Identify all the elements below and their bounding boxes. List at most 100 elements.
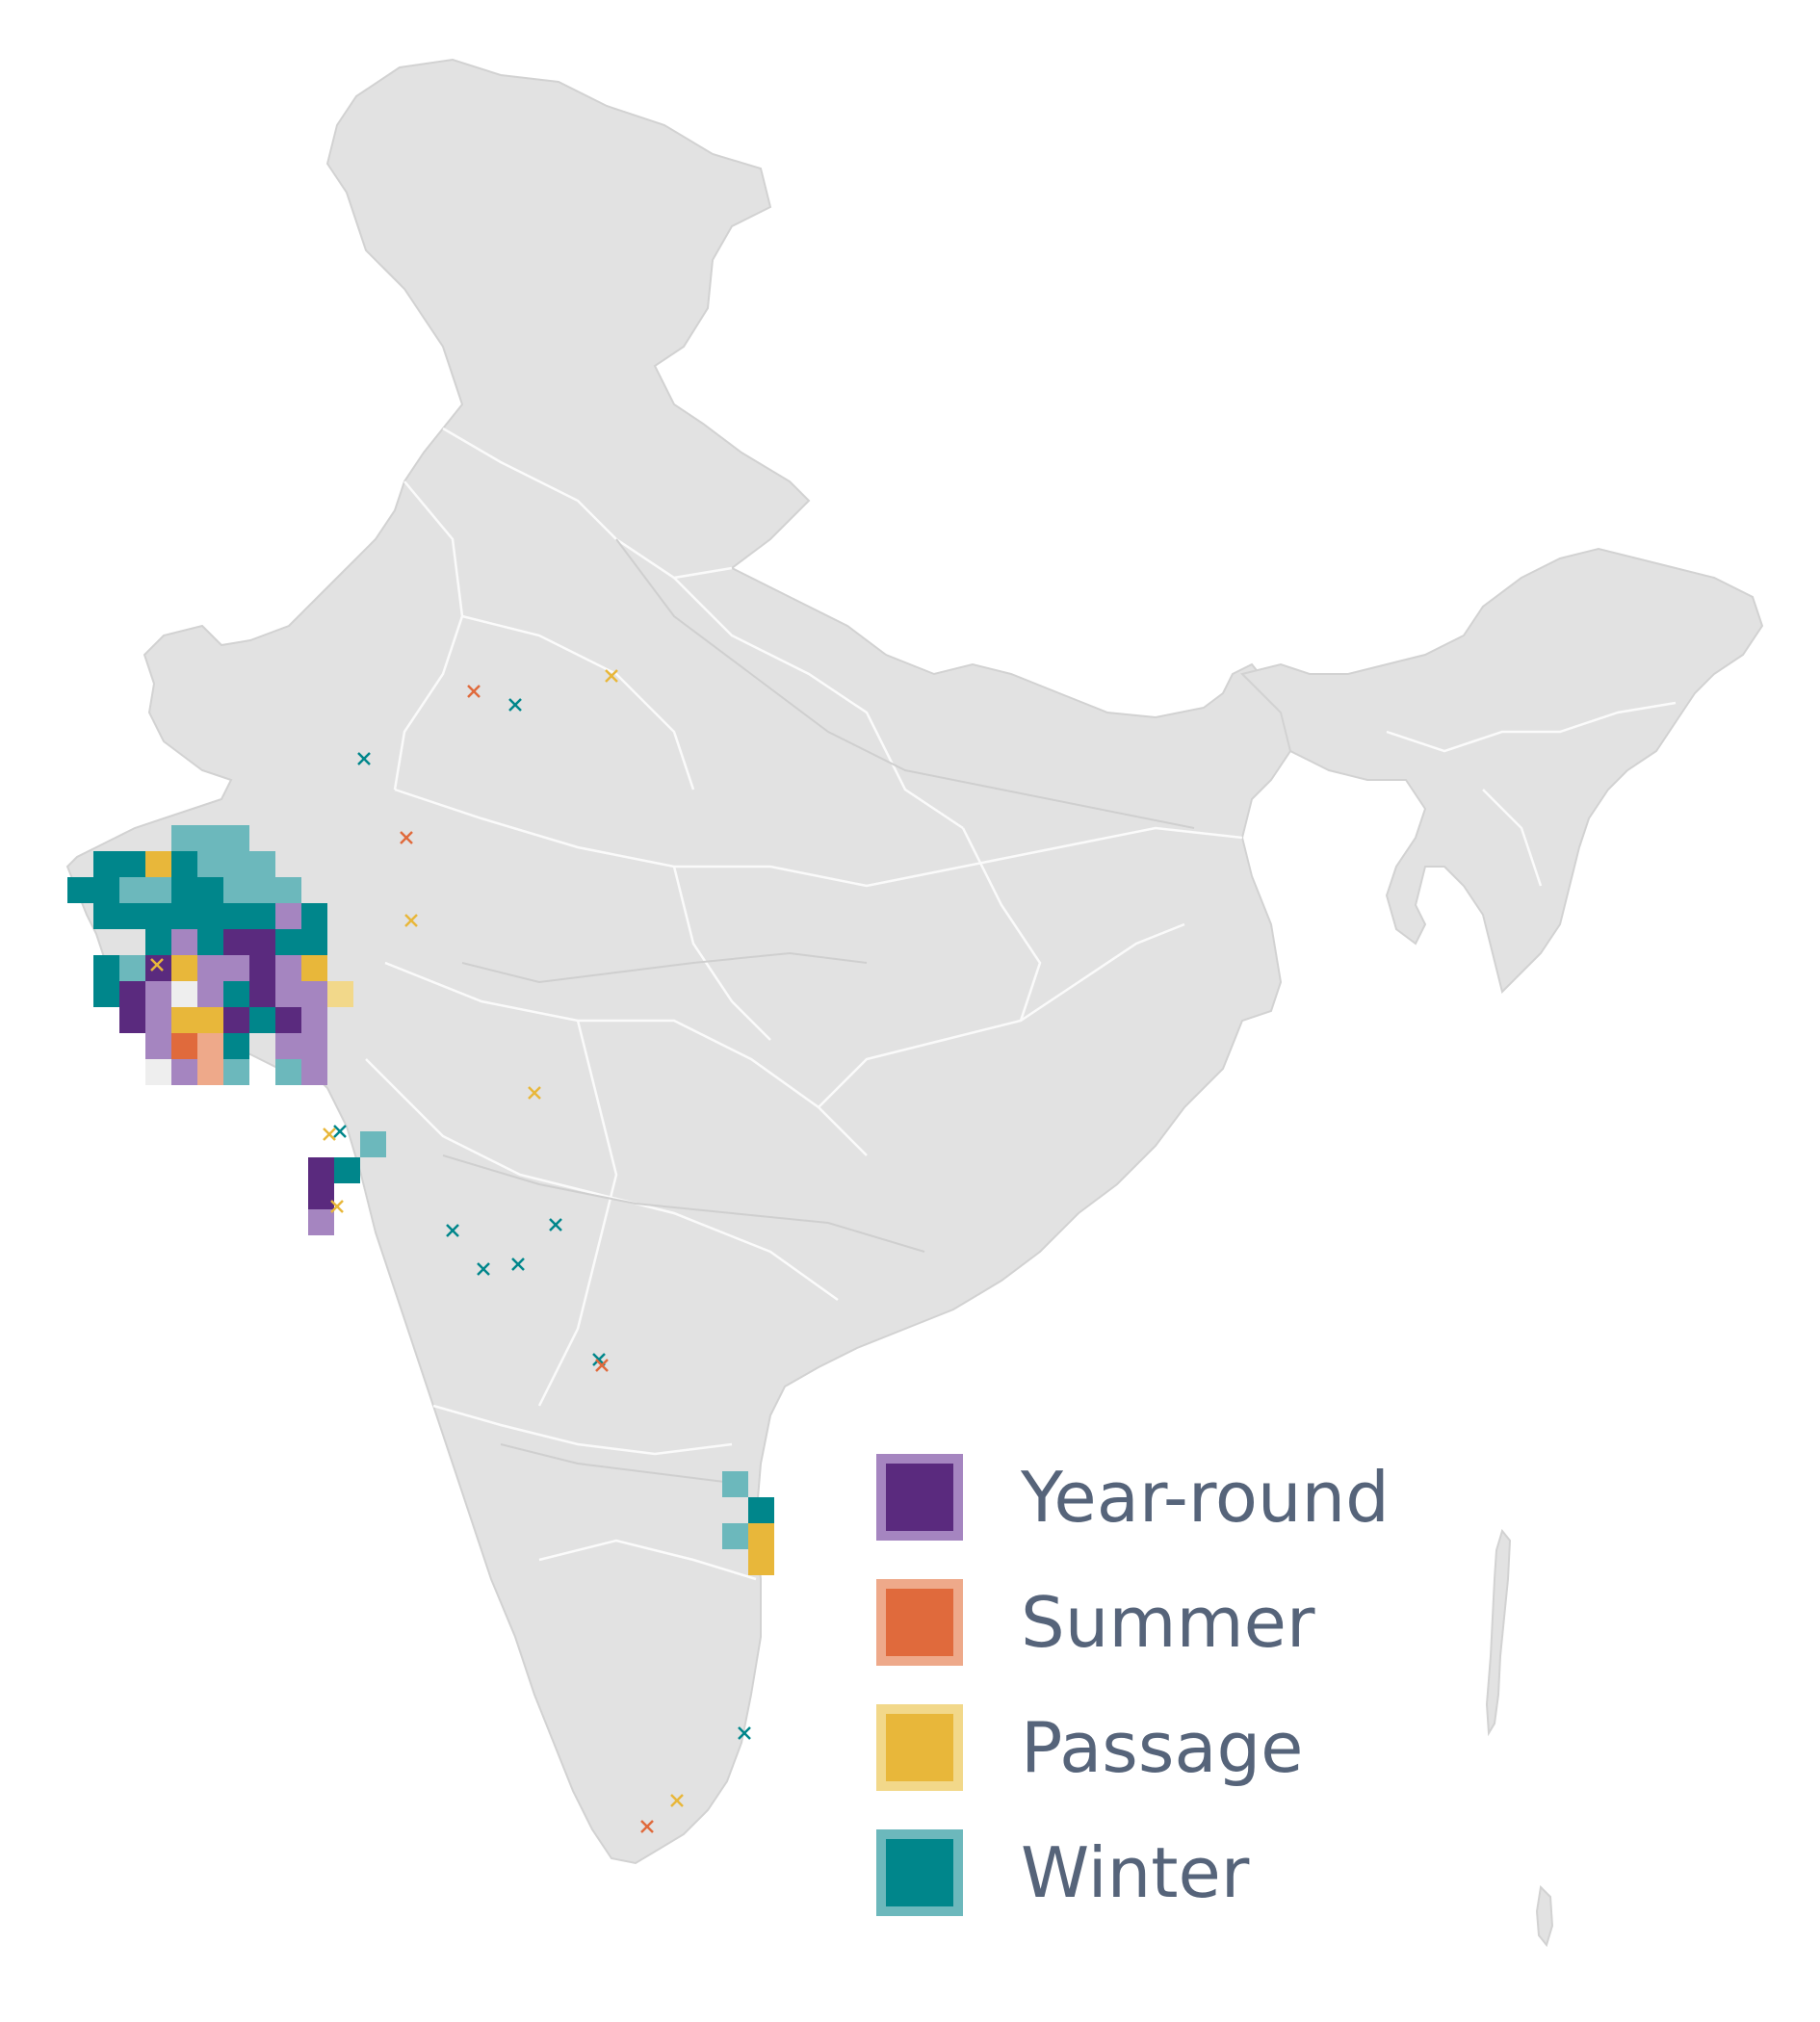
grid-cell xyxy=(171,851,197,877)
grid-cell xyxy=(301,981,327,1007)
grid-cell xyxy=(249,1007,275,1033)
grid-cell xyxy=(197,825,223,851)
grid-cell xyxy=(197,929,223,955)
grid-cell xyxy=(119,851,145,877)
grid-cell xyxy=(145,981,171,1007)
legend-swatch-passage xyxy=(876,1704,963,1791)
grid-cell xyxy=(301,1007,327,1033)
grid-cell xyxy=(308,1183,334,1209)
sighting-marker xyxy=(467,685,481,698)
state-borders xyxy=(365,427,1677,1581)
andaman-islands xyxy=(1485,1528,1512,1737)
sighting-marker xyxy=(738,1726,751,1740)
grid-cell xyxy=(275,1059,301,1085)
map-legend: Year-round Summer Passage Winter xyxy=(876,1454,1550,1955)
legend-item-passage: Passage xyxy=(876,1704,1550,1801)
sighting-marker xyxy=(508,698,522,712)
sighting-marker xyxy=(333,1125,347,1138)
grid-cell xyxy=(223,955,249,981)
grid-cell xyxy=(119,955,145,981)
sighting-marker xyxy=(477,1262,490,1276)
legend-item-year-round: Year-round xyxy=(876,1454,1550,1550)
sighting-marker xyxy=(511,1257,525,1271)
grid-cell xyxy=(223,825,249,851)
grid-cell xyxy=(722,1523,748,1549)
grid-cell xyxy=(275,903,301,929)
grid-cell xyxy=(145,929,171,955)
grid-cell xyxy=(171,825,197,851)
grid-cell xyxy=(327,981,353,1007)
grid-cell xyxy=(171,877,197,903)
northeast-india xyxy=(1240,547,1764,994)
grid-cell xyxy=(223,1059,249,1085)
legend-label-year-round: Year-round xyxy=(1021,1457,1390,1538)
grid-cell xyxy=(171,955,197,981)
grid-cell xyxy=(145,851,171,877)
grid-cell xyxy=(197,903,223,929)
grid-cell xyxy=(197,1007,223,1033)
grid-cell xyxy=(275,955,301,981)
grid-cell xyxy=(249,877,275,903)
grid-cell xyxy=(145,1007,171,1033)
grid-cell xyxy=(145,1059,171,1085)
grid-cell xyxy=(301,929,327,955)
grid-cell xyxy=(145,877,171,903)
grid-cell xyxy=(197,851,223,877)
grid-cell xyxy=(308,1209,334,1235)
grid-cell xyxy=(748,1549,774,1575)
grid-cell xyxy=(67,877,93,903)
grid-cell xyxy=(748,1497,774,1523)
grid-cell xyxy=(275,877,301,903)
grid-cell xyxy=(93,903,119,929)
grid-cell xyxy=(249,955,275,981)
grid-cell xyxy=(171,1033,197,1059)
grid-cell xyxy=(301,955,327,981)
sighting-marker xyxy=(404,914,418,927)
grid-cell xyxy=(197,1059,223,1085)
grid-cell xyxy=(93,877,119,903)
grid-cell xyxy=(334,1157,360,1183)
sighting-marker xyxy=(595,1359,609,1372)
legend-swatch-summer xyxy=(876,1579,963,1666)
grid-cell xyxy=(223,851,249,877)
grid-cell xyxy=(275,1007,301,1033)
sighting-marker xyxy=(323,1128,336,1141)
sighting-marker xyxy=(330,1200,344,1213)
grid-cell xyxy=(301,1033,327,1059)
india-basemap xyxy=(65,58,1764,1948)
grid-cell xyxy=(249,981,275,1007)
sighting-marker xyxy=(150,958,164,972)
grid-cell xyxy=(301,903,327,929)
grid-cell xyxy=(119,1007,145,1033)
grid-cell xyxy=(275,929,301,955)
grid-cell xyxy=(171,903,197,929)
sighting-marker xyxy=(605,669,618,683)
legend-label-summer: Summer xyxy=(1021,1582,1315,1663)
grid-cell xyxy=(119,981,145,1007)
legend-swatch-winter xyxy=(876,1829,963,1916)
grid-cell xyxy=(145,1033,171,1059)
rivers xyxy=(442,538,1195,1484)
grid-cell xyxy=(223,1007,249,1033)
legend-item-summer: Summer xyxy=(876,1579,1550,1675)
sighting-marker xyxy=(640,1820,654,1833)
grid-cell xyxy=(308,1157,334,1183)
grid-cell xyxy=(223,929,249,955)
grid-cell xyxy=(145,903,171,929)
sighting-marker xyxy=(357,752,371,765)
legend-label-winter: Winter xyxy=(1021,1832,1250,1913)
grid-cell xyxy=(360,1131,386,1157)
grid-cell xyxy=(197,877,223,903)
grid-cell xyxy=(145,955,171,981)
grid-cell xyxy=(119,903,145,929)
grid-cell xyxy=(197,955,223,981)
occurrence-grid-cells xyxy=(67,825,774,1575)
legend-item-winter: Winter xyxy=(876,1829,1550,1926)
grid-cell xyxy=(722,1471,748,1497)
grid-cell xyxy=(249,903,275,929)
grid-cell xyxy=(275,1033,301,1059)
mainland-india xyxy=(65,58,1292,1865)
grid-cell xyxy=(223,903,249,929)
grid-cell xyxy=(223,877,249,903)
